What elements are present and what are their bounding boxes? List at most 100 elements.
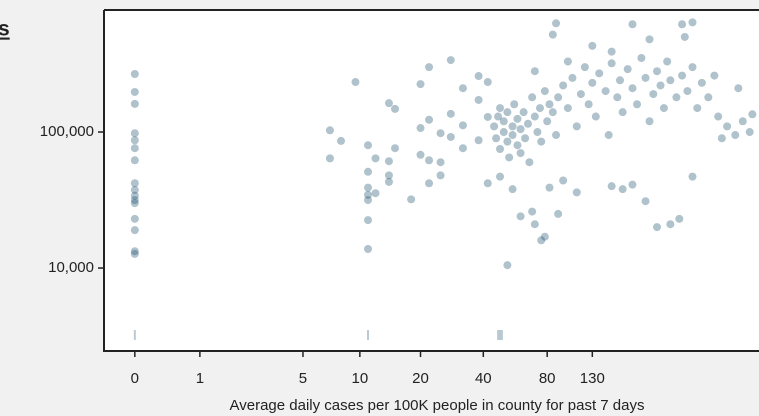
point (584, 100, 593, 109)
point (130, 70, 139, 79)
point (425, 63, 434, 72)
point (666, 76, 675, 85)
point (591, 112, 600, 121)
point (576, 90, 585, 99)
point (533, 128, 542, 137)
point (543, 117, 552, 126)
point (607, 182, 616, 191)
point (697, 78, 706, 87)
point (545, 183, 554, 192)
point (688, 18, 697, 27)
point (607, 59, 616, 68)
point (675, 214, 684, 223)
y-tick-label: 10,000 (48, 259, 94, 276)
point (672, 93, 681, 102)
point (530, 112, 539, 121)
point (528, 207, 537, 216)
point (384, 99, 393, 108)
point (513, 141, 522, 150)
point (371, 154, 380, 163)
point (595, 69, 604, 78)
point (130, 156, 139, 165)
point (623, 65, 632, 74)
point (364, 167, 373, 176)
point (559, 176, 568, 185)
marks (130, 18, 757, 340)
point (130, 136, 139, 145)
point (130, 247, 139, 256)
point (525, 158, 534, 167)
point (436, 158, 445, 167)
point (391, 144, 400, 153)
point (492, 134, 501, 143)
point (572, 122, 581, 131)
point (693, 104, 702, 113)
y-tick-label: 100,000 (40, 123, 94, 140)
point (652, 223, 661, 232)
point (688, 172, 697, 181)
point (548, 108, 557, 117)
point (521, 134, 530, 143)
point (628, 20, 637, 29)
point (680, 32, 689, 41)
point (384, 171, 393, 180)
point (130, 144, 139, 153)
x-tick-label: 130 (580, 370, 605, 387)
point (130, 214, 139, 223)
point (446, 109, 455, 118)
point (494, 112, 503, 121)
point (337, 136, 346, 145)
point (425, 115, 434, 124)
point (613, 93, 622, 102)
point (663, 57, 672, 66)
point (446, 56, 455, 65)
point (516, 125, 525, 134)
x-axis-label: Average daily cases per 100K people in c… (230, 397, 645, 414)
point (618, 185, 627, 194)
point (490, 122, 499, 131)
point (601, 87, 610, 96)
point (748, 110, 757, 119)
point (734, 84, 743, 93)
point (633, 100, 642, 109)
point (130, 191, 139, 200)
point (364, 216, 373, 225)
plot-area (104, 10, 759, 351)
x-tick-label: 5 (299, 370, 307, 387)
point (474, 72, 483, 81)
point (364, 245, 373, 254)
point (554, 209, 563, 218)
point (130, 99, 139, 108)
point (508, 185, 517, 194)
point (717, 134, 726, 143)
point (130, 185, 139, 194)
point (130, 249, 139, 258)
point (130, 226, 139, 235)
point (540, 232, 549, 241)
point (563, 57, 572, 66)
point (325, 154, 334, 163)
point (568, 73, 577, 82)
point (384, 157, 393, 166)
x-tick-label: 20 (412, 370, 429, 387)
point (659, 104, 668, 113)
point (537, 137, 546, 146)
point (483, 179, 492, 188)
point (519, 108, 528, 117)
point (505, 153, 514, 162)
point (503, 137, 512, 146)
point (130, 199, 139, 208)
point (645, 35, 654, 44)
point (530, 220, 539, 229)
axes-frame (103, 9, 759, 352)
point (516, 149, 525, 158)
point (731, 131, 740, 140)
point (503, 108, 512, 117)
point (499, 128, 508, 137)
point (616, 76, 625, 85)
point (436, 129, 445, 138)
point (563, 104, 572, 113)
point (554, 93, 563, 102)
x-tick-label: 0 (131, 370, 139, 387)
